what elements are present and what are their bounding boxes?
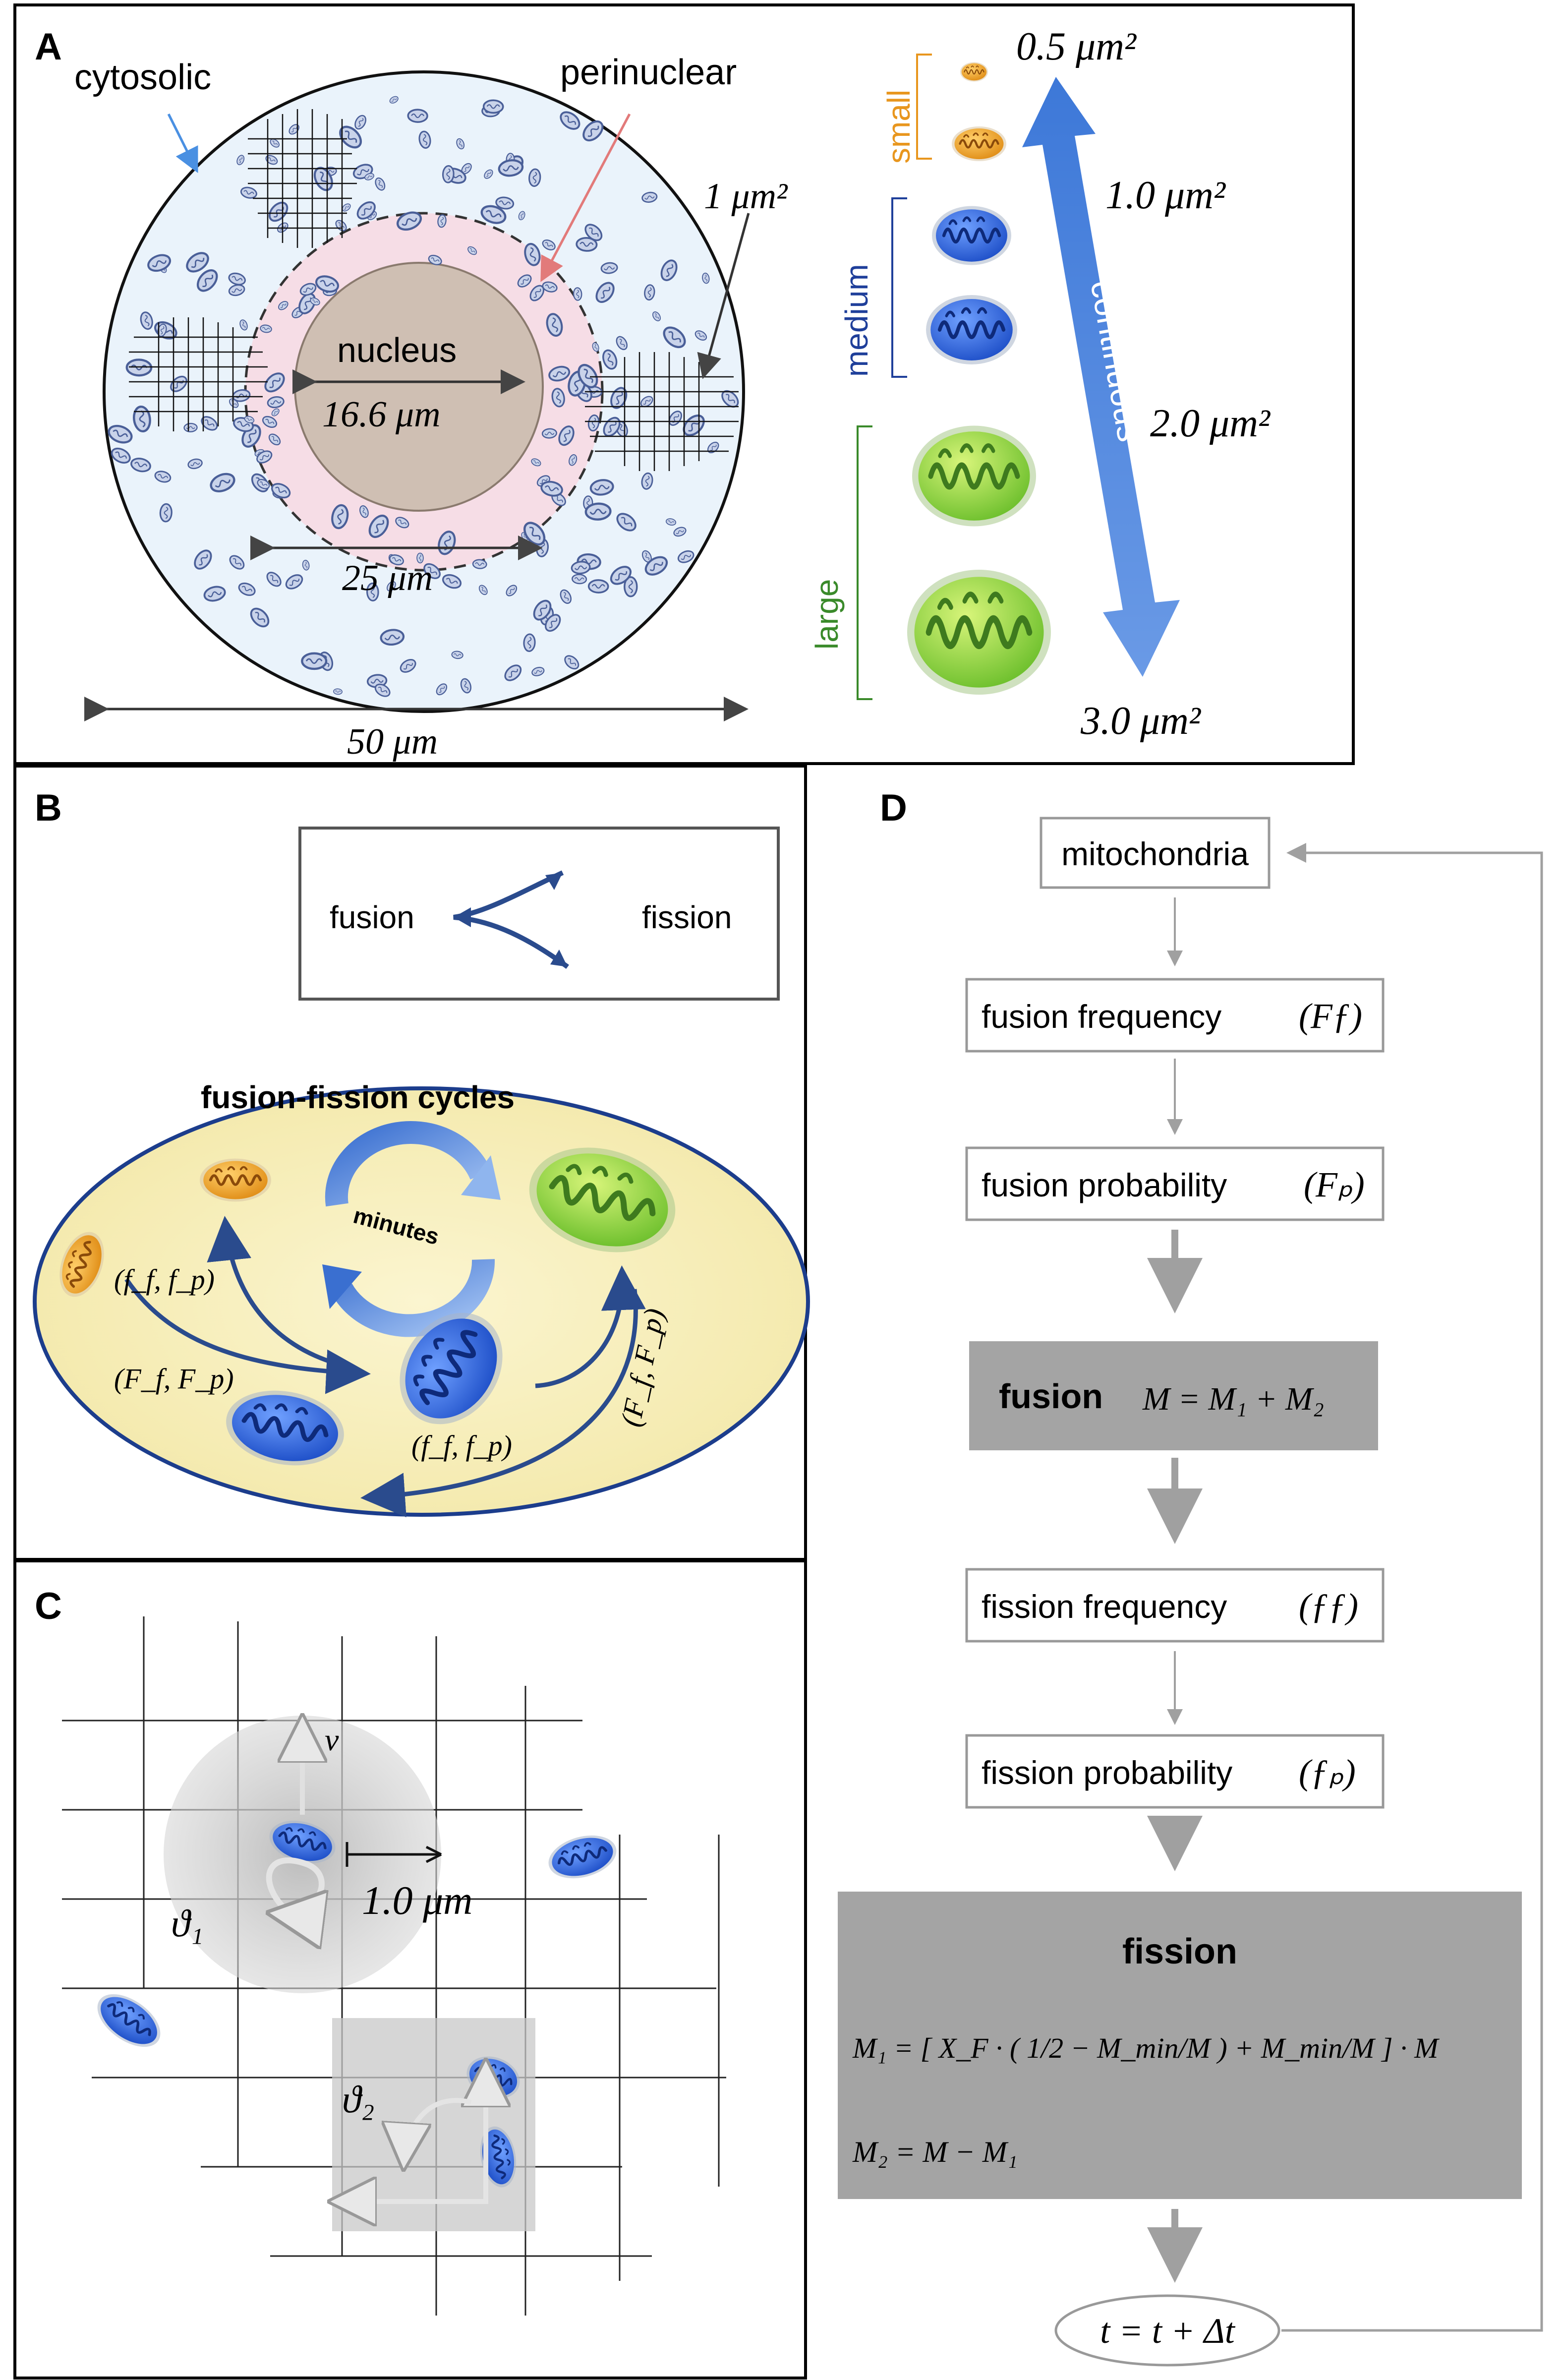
- box-fusion-label: fusion: [999, 1377, 1103, 1416]
- size-tick-1.0: 1.0 μm²: [1105, 174, 1226, 217]
- feedback-loop-arrow: [1281, 843, 1543, 2332]
- mito-large-2: [907, 570, 1051, 695]
- tiny-mito: [587, 579, 609, 594]
- mito-b-orange-1: [200, 1159, 271, 1202]
- box-time-step-label: t = t + Δt: [1100, 2311, 1235, 2351]
- tiny-mito: [541, 427, 558, 439]
- label-small: small: [881, 90, 917, 164]
- box-fission-probability-label: fission probability: [982, 1754, 1232, 1791]
- tiny-mito: [126, 359, 151, 376]
- box-fission-equation-2: M₂ = M − M₁: [852, 2136, 1018, 2168]
- panel-c: C v⃗ 1.0 μm ϑ₁ ϑ₂: [13, 1559, 807, 2380]
- mito-large-1: [912, 426, 1036, 527]
- rotation-arrow-1: [269, 1857, 322, 1914]
- panel-d: D mitochondria fusion frequency (Fƒ) fus…: [838, 787, 1543, 2367]
- rate-ff-fp-2: (f_f, f_p): [411, 1429, 512, 1462]
- mito-small-2: [952, 126, 1006, 161]
- tiny-mito: [522, 633, 536, 653]
- angle1-label: ϑ₁: [171, 1902, 203, 1945]
- panel-c-letter: C: [35, 1585, 62, 1627]
- tiny-mito: [442, 165, 455, 184]
- bracket-small: [916, 54, 932, 160]
- panel-b-letter: B: [35, 787, 62, 829]
- box-fission-label: fission: [1122, 1932, 1237, 1971]
- bracket-medium: [891, 197, 907, 378]
- box-fusion: [969, 1341, 1378, 1450]
- grid-left: [129, 317, 268, 431]
- box-fission-probability: [965, 1734, 1385, 1809]
- legend-fission: fission: [642, 899, 732, 935]
- tiny-mito: [183, 422, 198, 433]
- dim-cell: 50 μm: [347, 721, 438, 762]
- label-large: large: [809, 579, 845, 650]
- box-fission-equation-1: M₁ = [ X_F · ( 1/2 − M_min/M ) + M_min/M…: [852, 2032, 1440, 2064]
- size-tick-0.5: 0.5 μm²: [1016, 25, 1137, 68]
- grid-right: [585, 352, 739, 471]
- tiny-mito: [472, 558, 488, 570]
- box-fusion-probability-symbol: (Fₚ): [1304, 1165, 1365, 1204]
- box-mitochondria: [1040, 817, 1271, 889]
- grid-top: [248, 109, 357, 248]
- mito-medium-1: [932, 206, 1011, 265]
- tiny-mito: [482, 99, 504, 114]
- legend-fusion: fusion: [330, 899, 414, 935]
- box-fusion-frequency-label: fusion frequency: [982, 998, 1221, 1035]
- dim-nucleus: 16.6 μm: [322, 394, 441, 435]
- velocity-label: v⃗: [325, 1722, 363, 1757]
- box-fission: [838, 1892, 1522, 2199]
- tiny-mito: [302, 654, 326, 669]
- lattice-move-arrows: [337, 2068, 486, 2202]
- grid-unit-label: 1 μm²: [704, 176, 788, 217]
- mito-medium-2: [926, 295, 1017, 364]
- box-fission-frequency-label: fission frequency: [982, 1588, 1227, 1625]
- box-fusion-probability-label: fusion probability: [982, 1167, 1227, 1203]
- tiny-mito: [573, 287, 583, 301]
- fusion-fission-legend: [298, 827, 780, 1001]
- box-fusion-equation: M = M₁ + M₂: [1142, 1381, 1324, 1417]
- dim-perinuclear: 25 μm: [342, 558, 433, 598]
- cycle-title: fusion-fission cycles: [201, 1079, 515, 1115]
- label-medium: medium: [839, 264, 874, 377]
- panel-d-letter: D: [880, 787, 907, 829]
- mito-small-1: [959, 61, 989, 82]
- panel-b: B fusion fission fusion-fission cycles m…: [13, 765, 810, 1561]
- grid-unit-arrow: [697, 213, 750, 379]
- cytosolic-arrow: [167, 113, 198, 173]
- nucleus: [294, 262, 544, 512]
- rate-ff-fp-1: (f_f, f_p): [114, 1263, 215, 1296]
- box-fusion-frequency: [965, 978, 1385, 1053]
- label-nucleus: nucleus: [337, 331, 457, 369]
- label-perinuclear: perinuclear: [560, 53, 737, 92]
- box-fission-frequency-symbol: (ƒƒ): [1299, 1586, 1358, 1626]
- box-fission-frequency: [965, 1568, 1385, 1643]
- box-fission-probability-symbol: (ƒₚ): [1299, 1752, 1356, 1792]
- bracket-large: [857, 425, 872, 700]
- panel-a-letter: A: [35, 26, 62, 68]
- label-cytosolic: cytosolic: [74, 58, 211, 97]
- perinuclear-arrow: [540, 113, 631, 282]
- box-fusion-frequency-symbol: (Fƒ): [1299, 996, 1362, 1036]
- size-class-legend: small medium large 0.5 μm² 1.0 μm² 2.0 μ…: [809, 25, 1271, 743]
- tiny-mito: [585, 503, 611, 520]
- angle2-label: ϑ₂: [342, 2078, 374, 2121]
- rate-Ff-Fp-1: (F_f, F_p): [114, 1363, 234, 1395]
- tiny-mito: [159, 503, 173, 523]
- size-tick-2.0: 2.0 μm²: [1150, 402, 1271, 445]
- size-tick-3.0: 3.0 μm²: [1080, 699, 1202, 743]
- tiny-mito: [571, 573, 587, 585]
- tiny-mito: [407, 109, 429, 123]
- box-time-step: [1054, 2294, 1280, 2367]
- box-mitochondria-label: mitochondria: [1061, 835, 1249, 872]
- box-fusion-probability: [965, 1146, 1385, 1221]
- tiny-mito: [333, 688, 343, 695]
- panel-a: A cytosolic perinuclear nucleus 16.6 μm …: [13, 3, 1355, 765]
- transition-arrows: [124, 1216, 646, 1518]
- step-label: 1.0 μm: [362, 1878, 472, 1923]
